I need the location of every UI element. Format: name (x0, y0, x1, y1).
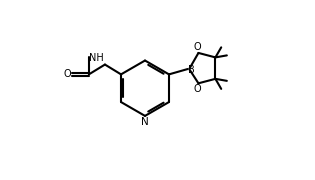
Text: O: O (64, 69, 71, 79)
Text: O: O (194, 84, 201, 94)
Text: N: N (141, 117, 149, 127)
Text: B: B (188, 65, 195, 75)
Text: NH: NH (89, 53, 104, 64)
Text: O: O (194, 42, 201, 52)
